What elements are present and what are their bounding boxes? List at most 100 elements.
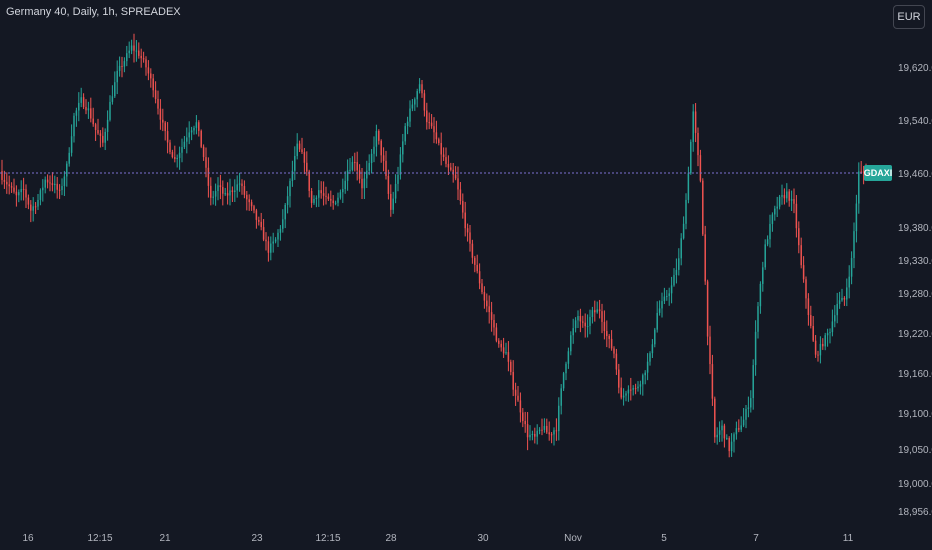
candle-body <box>615 353 618 370</box>
candle-body <box>594 310 596 313</box>
candle-body <box>786 191 788 199</box>
price-tick-label: 18,956.0 <box>898 507 932 518</box>
candle-body <box>546 425 548 433</box>
candle-body <box>128 50 130 54</box>
candle-body <box>140 55 142 59</box>
candle-body <box>798 228 800 246</box>
candle-body <box>404 126 406 142</box>
candle-body <box>229 190 231 196</box>
candle-body <box>231 190 234 193</box>
candle-body <box>195 122 198 128</box>
candle-body <box>620 387 622 398</box>
symbol-badge-label: GDAXI <box>864 168 893 178</box>
candle-body <box>795 203 798 229</box>
candle-body <box>46 179 49 183</box>
symbol-badge-background <box>864 165 892 181</box>
candle-body <box>654 329 656 345</box>
candle-body <box>661 301 663 309</box>
candle-body <box>267 241 270 253</box>
candle-body <box>330 198 332 201</box>
candle-body <box>387 175 390 194</box>
candle-body <box>855 203 858 232</box>
candle-body <box>735 428 738 435</box>
candle-body <box>327 196 330 199</box>
candle-body <box>562 373 565 389</box>
price-axis[interactable]: 19,620.0 19,540.0 19,460.0 19,380.0 19,330.0… <box>898 63 932 518</box>
candle-body <box>13 187 15 192</box>
candle-body <box>51 183 54 186</box>
candle-body <box>742 419 745 426</box>
candle-body <box>709 336 711 365</box>
candle-body <box>435 132 438 140</box>
candle-body <box>310 190 313 203</box>
candle-body <box>358 170 361 179</box>
candle-body <box>306 162 308 172</box>
candle-body <box>116 70 118 83</box>
candle-body <box>476 264 478 272</box>
candle-body <box>524 421 526 425</box>
candle-body <box>236 184 238 191</box>
candle-body <box>766 239 769 245</box>
candle-body <box>382 155 385 161</box>
time-axis[interactable]: 16 12:15 21 23 12:15 28 30 Nov 5 7 11 <box>22 533 853 544</box>
candle-body <box>632 388 634 390</box>
candle-body <box>483 292 486 301</box>
candle-body <box>255 210 258 220</box>
candle-body <box>685 199 687 224</box>
candle-body <box>663 296 666 302</box>
candle-body <box>154 90 157 99</box>
candle-body <box>78 102 80 111</box>
candle-body <box>152 78 154 91</box>
price-tick-label: 19,220.0 <box>898 329 932 340</box>
candle-body <box>397 174 399 184</box>
candle-body <box>574 320 577 329</box>
candle-body <box>582 321 584 323</box>
candle-body <box>824 335 826 347</box>
candle-body <box>174 157 176 159</box>
candle-body <box>817 354 819 356</box>
candle-body <box>680 238 682 259</box>
candle-body <box>860 171 862 173</box>
candle-body <box>738 428 740 430</box>
candle-body <box>373 146 375 154</box>
candle-body <box>99 133 102 136</box>
candle-body <box>630 389 632 391</box>
candle-body <box>68 152 70 164</box>
currency-button[interactable]: EUR <box>893 5 925 29</box>
candle-body <box>642 375 644 385</box>
candle-body <box>339 192 342 198</box>
candle-body <box>834 315 836 322</box>
candle-body <box>800 245 802 266</box>
candle-body <box>706 281 709 337</box>
candle-body <box>392 198 394 210</box>
candle-body <box>104 131 106 143</box>
candle-body <box>534 433 536 437</box>
time-tick-label: Nov <box>564 533 582 544</box>
candle-body <box>567 351 570 364</box>
candle-body <box>370 153 373 164</box>
candle-body <box>726 438 728 440</box>
candle-body <box>205 157 207 168</box>
candle-body <box>322 193 325 196</box>
chart-title: Germany 40, Daily, 1h, SPREADEX <box>6 6 181 18</box>
candle-body <box>183 141 186 148</box>
candle-body <box>678 258 680 270</box>
candle-body <box>673 275 675 286</box>
time-tick-label: 5 <box>661 533 667 544</box>
candle-body <box>836 303 838 316</box>
candle-body <box>690 141 692 174</box>
candle-body <box>385 160 387 176</box>
candle-body <box>428 122 430 124</box>
candle-body <box>286 196 289 205</box>
time-tick-label: 7 <box>753 533 759 544</box>
candle-body <box>349 169 351 171</box>
candle-body <box>118 65 121 71</box>
candle-body <box>495 327 498 341</box>
candle-body <box>478 271 481 284</box>
candle-body <box>246 194 248 200</box>
candle-body <box>58 189 61 191</box>
candle-body <box>200 130 202 147</box>
candle-body <box>63 176 66 187</box>
candle-body <box>450 167 452 170</box>
